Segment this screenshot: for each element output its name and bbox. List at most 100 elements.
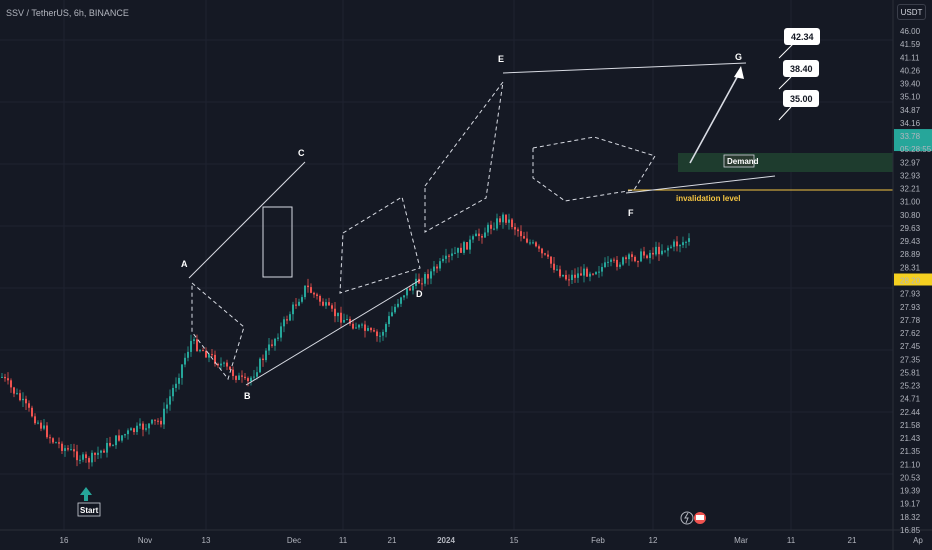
candle-body [496, 218, 498, 229]
time-tick: Feb [591, 536, 605, 545]
candle-body [313, 292, 315, 295]
price-tick: 46.00 [900, 27, 921, 36]
price-tick: 31.00 [900, 198, 921, 207]
event-icons[interactable] [680, 511, 706, 525]
time-axis[interactable]: 16 Nov 13 Dec 11 21 2024 15 Feb 12 Mar 11 21 Ap [60, 536, 924, 545]
wave-label-d: D [416, 289, 423, 299]
price-tick: 19.17 [900, 500, 921, 509]
candle-body [439, 261, 441, 269]
candle-body [454, 252, 456, 254]
candle-body [622, 257, 624, 265]
candle-body [202, 350, 204, 352]
highlight-price-badge [894, 273, 932, 286]
price-axis[interactable]: 46.00 41.59 41.11 40.26 39.40 35.10 34.87 34.16… [894, 27, 932, 535]
candle-body [643, 251, 645, 256]
candle-body [148, 423, 150, 429]
candle-body [139, 423, 141, 426]
price-tick: 34.87 [900, 106, 921, 115]
candle-body [52, 438, 54, 443]
candle-body [394, 306, 396, 313]
price-tick: 28.31 [900, 263, 921, 272]
time-tick: 21 [388, 536, 397, 545]
candle-body [460, 247, 462, 253]
candle-body [559, 269, 561, 277]
candle-body [658, 246, 660, 255]
candle-body [646, 255, 648, 258]
candle-body [163, 408, 165, 425]
demand-label: Demand [727, 157, 759, 166]
candle-body [550, 256, 552, 264]
candle-body [253, 376, 255, 378]
candle-body [514, 227, 516, 230]
price-tick: 34.16 [900, 119, 921, 128]
price-tick: 39.40 [900, 80, 921, 89]
candle-body [277, 337, 279, 339]
price-tick: 21.43 [900, 434, 921, 443]
candle-body [421, 283, 423, 285]
candle-body [1, 376, 3, 378]
candle-body [355, 327, 357, 329]
price-tick: 27.93 [900, 303, 921, 312]
candle-body [505, 214, 507, 223]
candle-body [331, 305, 333, 309]
candle-body [541, 248, 543, 254]
candle-body [655, 246, 657, 255]
candle-body [103, 450, 105, 453]
candle-body [142, 423, 144, 430]
candle-body [166, 404, 168, 409]
candle-body [598, 271, 600, 273]
candle-body [325, 302, 327, 306]
candle-body [316, 294, 318, 296]
time-tick: 12 [649, 536, 658, 545]
candle-body [169, 396, 171, 405]
candle-body [490, 224, 492, 229]
candle-body [346, 318, 348, 320]
candle-body [292, 304, 294, 315]
price-tick: 22.44 [900, 408, 921, 417]
pattern-dashed-lines [191, 81, 656, 381]
candle-body [301, 297, 303, 302]
candle-body [517, 229, 519, 232]
symbol-title: SSV / TetherUS, 6h, BINANCE [6, 8, 129, 18]
candle-body [457, 247, 459, 253]
currency-button[interactable]: USDT [897, 4, 926, 20]
candle-body [607, 261, 609, 263]
candle-body [604, 262, 606, 268]
candle-body [283, 319, 285, 327]
candle-body [676, 241, 678, 247]
candle-body [100, 450, 102, 453]
candle-body [637, 261, 639, 263]
candle-body [304, 285, 306, 298]
candle-body [367, 328, 369, 331]
candle-body [94, 452, 96, 455]
candle-body [535, 242, 537, 247]
candle-body [433, 266, 435, 272]
price-tick: 32.21 [900, 185, 921, 194]
candle-body [175, 383, 177, 388]
candle-body [688, 238, 690, 242]
candle-body [595, 272, 597, 275]
candle-body [592, 273, 594, 275]
candle-body [160, 420, 162, 425]
wave-label-b: B [244, 391, 251, 401]
candle-body [436, 266, 438, 269]
time-tick: 2024 [437, 536, 455, 545]
candle-body [664, 250, 666, 252]
candle-body [43, 425, 45, 429]
candle-body [568, 279, 570, 281]
time-tick: Ap [913, 536, 923, 545]
time-tick: 21 [848, 536, 857, 545]
candle-body [34, 416, 36, 424]
wave-label-g: G [735, 52, 742, 62]
candle-body [682, 242, 684, 246]
candle-body [547, 254, 549, 257]
candle-body [268, 344, 270, 351]
candle-body [523, 236, 525, 239]
candle-body [40, 422, 42, 429]
candle-body [556, 269, 558, 271]
candle-body [178, 377, 180, 384]
candle-body [157, 420, 159, 422]
candle-body [97, 452, 99, 455]
candle-body [91, 452, 93, 463]
